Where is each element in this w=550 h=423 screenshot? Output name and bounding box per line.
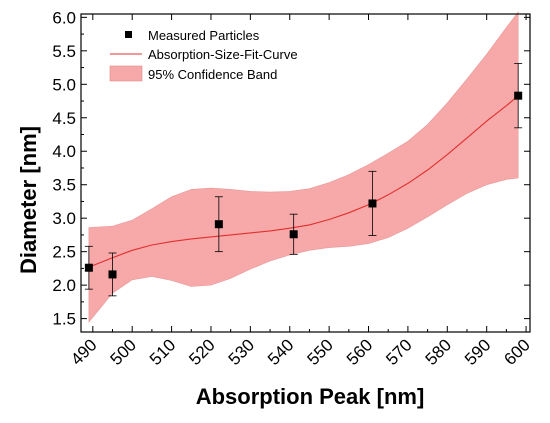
legend-label-band: 95% Confidence Band (148, 67, 277, 82)
fit-layer (88, 95, 519, 268)
legend-marker-points (125, 31, 132, 38)
x-tick-label: 590 (461, 335, 494, 368)
data-point (289, 213, 298, 255)
x-tick-label: 520 (185, 335, 218, 368)
x-axis-title: Absorption Peak [nm] (196, 384, 425, 409)
y-tick-label: 4.0 (52, 142, 76, 161)
x-tick-label: 580 (422, 335, 455, 368)
y-tick-label: 1.5 (52, 310, 76, 329)
x-tick-label: 540 (264, 335, 297, 368)
y-tick-label: 6.0 (52, 8, 76, 27)
x-tick-label: 600 (500, 335, 533, 368)
point-marker (214, 220, 223, 229)
x-tick-label: 570 (382, 335, 415, 368)
band-layer (88, 11, 519, 323)
y-tick-label: 4.5 (52, 109, 76, 128)
x-tick-label: 530 (225, 335, 258, 368)
x-tick-label: 560 (343, 335, 376, 368)
y-axis-title: Diameter [nm] (16, 126, 41, 274)
data-point (214, 196, 223, 253)
point-marker (108, 270, 117, 279)
confidence-band (88, 11, 519, 323)
y-tick-label: 5.5 (52, 42, 76, 61)
y-axis-ticks: 1.5 2.0 2.5 3.0 3.5 4.0 4.5 5.0 5.5 6.0 (52, 8, 530, 329)
y-tick-label: 3.5 (52, 176, 76, 195)
data-point (108, 252, 117, 297)
data-point (84, 245, 93, 290)
x-tick-label: 490 (67, 335, 100, 368)
legend: Measured Particles Absorption-Size-Fit-C… (109, 28, 298, 82)
point-marker (84, 263, 93, 272)
legend-marker-band (109, 65, 143, 82)
legend-label-fit: Absorption-Size-Fit-Curve (148, 47, 298, 62)
y-tick-label: 3.0 (52, 209, 76, 228)
data-point (368, 170, 377, 236)
x-tick-label: 550 (303, 335, 336, 368)
y-tick-label: 2.0 (52, 276, 76, 295)
points-layer (84, 63, 523, 297)
plot-frame (80, 13, 531, 333)
data-point (514, 63, 523, 129)
x-tick-label: 500 (107, 335, 140, 368)
point-marker (289, 230, 298, 239)
x-tick-label: 510 (146, 335, 179, 368)
fit-curve (88, 95, 519, 268)
y-tick-label: 2.5 (52, 243, 76, 262)
y-tick-label: 5.0 (52, 75, 76, 94)
legend-label-points: Measured Particles (148, 28, 260, 43)
point-marker (368, 199, 377, 208)
point-marker (514, 91, 523, 100)
